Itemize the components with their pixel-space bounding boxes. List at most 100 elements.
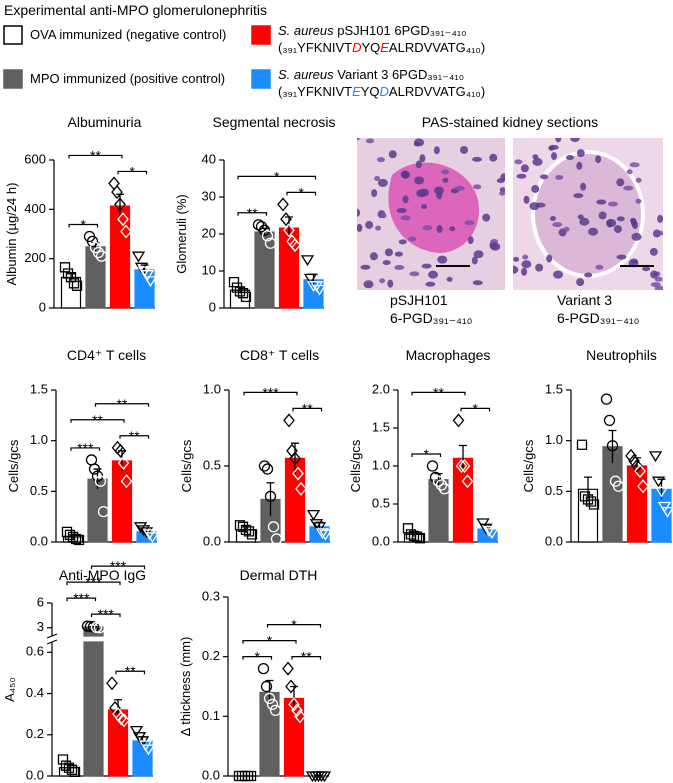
cell-nucleus <box>380 213 387 219</box>
significance-bracket <box>291 656 322 660</box>
significance-bracket <box>66 581 121 586</box>
cell-nucleus <box>374 175 381 181</box>
y-tick-label: 0.0 <box>26 767 44 782</box>
significance-bracket <box>237 212 268 216</box>
data-point <box>461 474 474 489</box>
y-tick-label: 0.0 <box>545 533 563 548</box>
y-tick-label: 0 <box>209 299 216 314</box>
cell-nucleus <box>529 202 540 211</box>
y-tick-label: 0.0 <box>372 533 390 548</box>
cell-nucleus <box>613 225 622 234</box>
cell-nucleus <box>513 256 520 262</box>
cell-nucleus <box>516 173 527 179</box>
cell-nucleus <box>514 159 523 165</box>
cell-nucleus <box>555 138 562 143</box>
data-point <box>585 496 597 507</box>
cell-nucleus <box>365 220 374 229</box>
y-tick-label: 0.1 <box>202 708 220 723</box>
data-point <box>234 286 246 297</box>
data-point <box>129 725 144 737</box>
cell-nucleus <box>414 176 425 185</box>
data-point <box>111 185 123 200</box>
significance-label: ** <box>129 428 140 444</box>
cell-nucleus <box>596 199 607 205</box>
y-tick-label: 1.0 <box>30 432 48 447</box>
y-tick-label: 1.0 <box>203 381 221 396</box>
significance-bracket <box>115 670 146 675</box>
data-point <box>85 454 98 466</box>
cell-nucleus <box>649 247 658 256</box>
data-point <box>109 700 121 715</box>
data-point <box>114 197 126 212</box>
data-point <box>243 526 255 537</box>
bar <box>134 269 155 309</box>
data-point <box>285 679 297 694</box>
y-tick-label: 0.5 <box>30 483 48 498</box>
cell-nucleus <box>408 236 417 242</box>
data-point <box>140 270 155 281</box>
data-point <box>289 238 301 253</box>
data-point <box>306 509 321 521</box>
data-point <box>131 251 146 263</box>
data-point <box>143 276 158 288</box>
axis-break <box>46 633 58 639</box>
cell-nucleus <box>376 157 385 163</box>
error-bar <box>89 625 98 628</box>
significance-label: * <box>291 617 297 633</box>
legend-swatch <box>3 69 23 89</box>
chart-title: CD8⁺ T cells <box>240 347 319 363</box>
cell-nucleus <box>576 278 585 287</box>
cell-nucleus <box>421 204 428 210</box>
cell-nucleus <box>606 218 617 227</box>
data-point <box>282 661 294 676</box>
cell-nucleus <box>460 145 469 154</box>
cell-nucleus <box>588 227 599 236</box>
cell-nucleus <box>548 145 555 151</box>
data-point <box>625 448 637 463</box>
cell-nucleus <box>650 270 659 279</box>
data-point <box>246 529 258 540</box>
cell-nucleus <box>446 276 453 282</box>
image-caption: 6-PGD₃₉₁₋₄₁₀ <box>390 310 473 326</box>
cell-nucleus <box>472 156 483 162</box>
bar <box>132 740 153 777</box>
y-axis-label: Cells/gcs <box>348 439 363 492</box>
cell-nucleus <box>490 242 501 251</box>
cell-nucleus <box>419 154 426 163</box>
bar <box>284 457 306 543</box>
cell-nucleus <box>546 254 553 263</box>
data-point <box>582 494 594 505</box>
data-point <box>142 529 157 541</box>
data-point <box>432 475 445 487</box>
data-point <box>263 692 276 705</box>
significance-label: *** <box>98 606 115 622</box>
y-tick-label: 1.5 <box>372 419 390 434</box>
legend-label: S. aureus Variant 3 6PGD₃₉₁₋₄₁₀ <box>278 67 464 82</box>
legend-label: OVA immunized (negative control) <box>30 27 226 42</box>
y-tick-label: 10 <box>202 262 216 277</box>
cell-nucleus <box>415 160 422 169</box>
cell-nucleus <box>357 208 361 217</box>
data-point <box>576 439 588 450</box>
cell-nucleus <box>464 220 475 226</box>
data-point <box>90 621 103 633</box>
cell-nucleus <box>532 157 543 166</box>
y-tick-label: 0 <box>39 299 46 314</box>
significance-label: ** <box>117 396 128 412</box>
legend-label: (₃₉₁YFKNIVTEYQDALRDVVATG₄₁₀) <box>278 84 485 99</box>
bar <box>60 276 82 309</box>
data-point <box>94 475 107 487</box>
legend-text: D <box>380 84 389 99</box>
data-point <box>429 471 442 483</box>
cell-nucleus <box>489 153 498 162</box>
cell-nucleus <box>531 184 540 193</box>
data-point <box>260 680 273 693</box>
cell-nucleus <box>629 162 640 168</box>
bar <box>85 246 106 309</box>
cell-nucleus <box>402 195 409 204</box>
cell-nucleus <box>521 260 532 269</box>
y-tick-label: 0.5 <box>203 457 221 472</box>
cell-nucleus <box>632 221 639 230</box>
data-point <box>414 533 426 544</box>
